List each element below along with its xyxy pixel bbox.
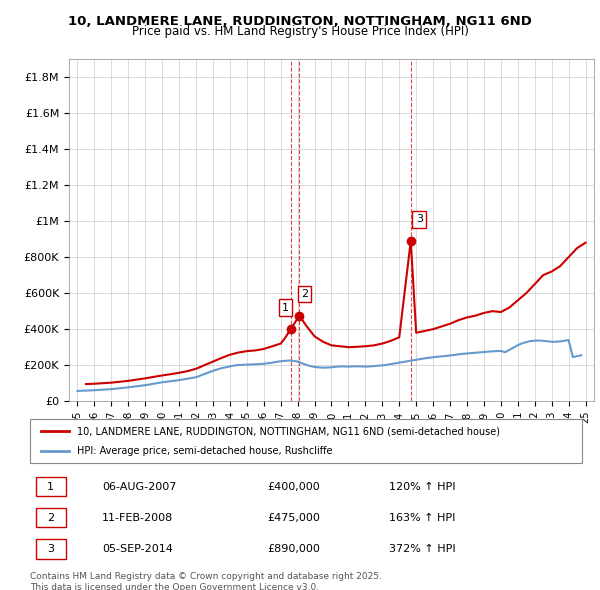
Text: 2: 2 (47, 513, 54, 523)
Text: £890,000: £890,000 (268, 544, 320, 554)
Text: 3: 3 (416, 214, 423, 224)
Text: 06-AUG-2007: 06-AUG-2007 (102, 481, 176, 491)
Text: 10, LANDMERE LANE, RUDDINGTON, NOTTINGHAM, NG11 6ND (semi-detached house): 10, LANDMERE LANE, RUDDINGTON, NOTTINGHA… (77, 427, 500, 436)
Text: 120% ↑ HPI: 120% ↑ HPI (389, 481, 455, 491)
Text: £400,000: £400,000 (268, 481, 320, 491)
FancyBboxPatch shape (35, 508, 66, 527)
Text: Price paid vs. HM Land Registry's House Price Index (HPI): Price paid vs. HM Land Registry's House … (131, 25, 469, 38)
FancyBboxPatch shape (35, 539, 66, 559)
FancyBboxPatch shape (35, 477, 66, 496)
Text: 3: 3 (47, 544, 54, 554)
Text: Contains HM Land Registry data © Crown copyright and database right 2025.
This d: Contains HM Land Registry data © Crown c… (30, 572, 382, 590)
Text: 05-SEP-2014: 05-SEP-2014 (102, 544, 173, 554)
Text: £475,000: £475,000 (268, 513, 320, 523)
Text: 1: 1 (282, 303, 289, 313)
Text: 11-FEB-2008: 11-FEB-2008 (102, 513, 173, 523)
Text: 10, LANDMERE LANE, RUDDINGTON, NOTTINGHAM, NG11 6ND: 10, LANDMERE LANE, RUDDINGTON, NOTTINGHA… (68, 15, 532, 28)
Text: 2: 2 (301, 289, 308, 299)
Text: 372% ↑ HPI: 372% ↑ HPI (389, 544, 455, 554)
FancyBboxPatch shape (30, 419, 582, 463)
Text: HPI: Average price, semi-detached house, Rushcliffe: HPI: Average price, semi-detached house,… (77, 446, 332, 455)
Text: 163% ↑ HPI: 163% ↑ HPI (389, 513, 455, 523)
Text: 1: 1 (47, 481, 54, 491)
